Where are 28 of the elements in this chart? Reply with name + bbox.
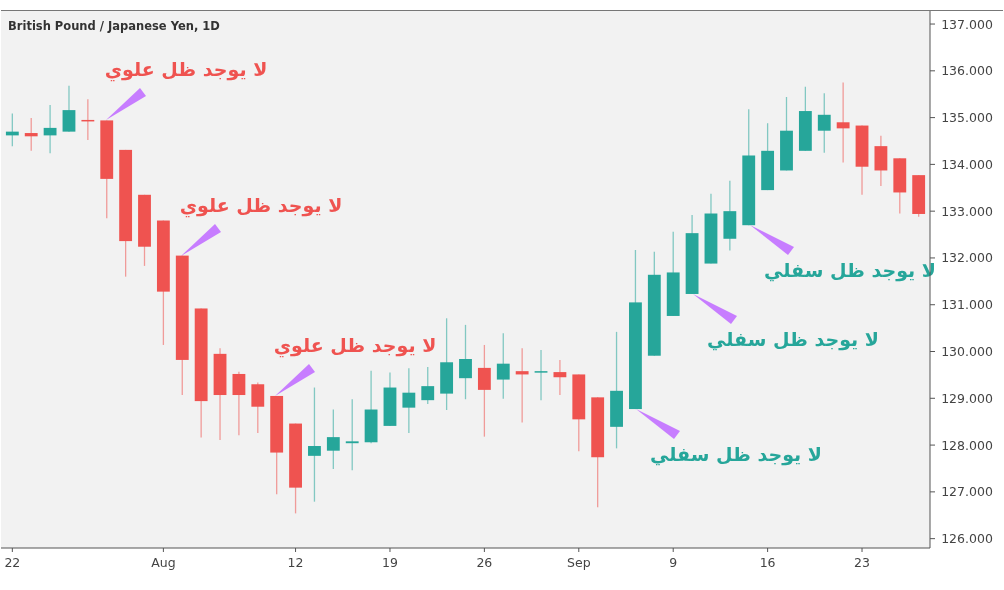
- y-tick-label: 136.000: [941, 63, 993, 79]
- x-tick-label: 12: [287, 555, 304, 570]
- y-tick-label: 128.000: [941, 437, 993, 453]
- y-tick-label: 132.000: [941, 250, 993, 266]
- annotation: لا يوجد ظل سفلي: [650, 443, 822, 466]
- x-tick-label: 19: [382, 555, 398, 570]
- text: British Pound / Japanese Yen, 1D: [8, 19, 220, 33]
- x-tick-label: 16: [759, 555, 776, 570]
- x-tick-label: Aug: [151, 555, 176, 570]
- annotation: لا يوجد ظل علوي: [179, 194, 343, 218]
- x-tick-label: 9: [669, 555, 678, 570]
- y-tick-label: 131.000: [941, 297, 993, 313]
- annotation: لا يوجد ظل سفلي: [707, 328, 879, 351]
- y-tick-label: 129.000: [941, 390, 993, 406]
- y-tick-label: 127.000: [941, 484, 993, 500]
- x-tick-label: 26: [476, 555, 493, 570]
- annotation: لا يوجد ظل علوي: [104, 58, 268, 82]
- annotation: لا يوجد ظل علوي: [273, 334, 437, 358]
- y-tick-label: 133.000: [941, 203, 993, 219]
- y-tick-label: 126.000: [941, 531, 993, 547]
- y-tick-label: 130.000: [941, 344, 993, 360]
- x-tick-label: 23: [854, 555, 870, 570]
- x-tick-label: 22: [4, 555, 21, 570]
- annotation: لا يوجد ظل سفلي: [764, 259, 936, 282]
- y-tick-label: 135.000: [941, 110, 993, 126]
- x-tick-label: Sep: [567, 555, 591, 570]
- y-tick-label: 134.000: [941, 156, 993, 172]
- y-tick-label: 137.000: [941, 16, 993, 32]
